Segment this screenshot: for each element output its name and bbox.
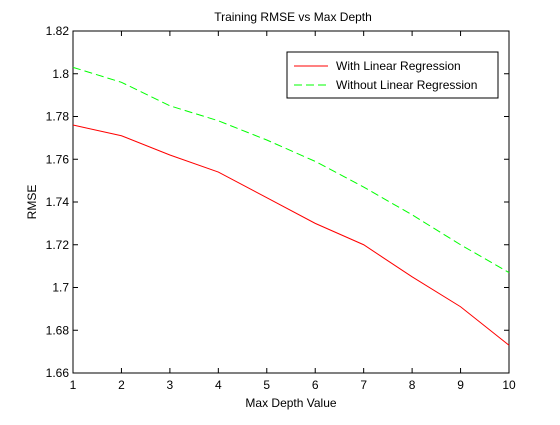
x-tick-label: 1 bbox=[70, 378, 77, 392]
x-tick-label: 2 bbox=[118, 378, 125, 392]
x-tick-label: 9 bbox=[457, 378, 464, 392]
y-tick-label: 1.68 bbox=[46, 323, 70, 337]
series-line-with-linear-regression bbox=[72, 124, 510, 346]
legend-label-with-linear-regression: With Linear Regression bbox=[336, 59, 461, 73]
y-tick-label: 1.66 bbox=[46, 366, 70, 380]
y-tick-label: 1.72 bbox=[46, 238, 70, 252]
y-tick-label: 1.74 bbox=[46, 195, 70, 209]
x-tick-label: 5 bbox=[263, 378, 270, 392]
y-tick-label: 1.78 bbox=[46, 110, 70, 124]
series-line-without-linear-regression bbox=[72, 66, 510, 273]
y-axis-label: RMSE bbox=[25, 185, 39, 220]
y-tick-label: 1.8 bbox=[52, 67, 69, 81]
y-axis: 1.66 1.68 1.7 1.72 1.74 1.76 1.78 1.8 1.82 bbox=[46, 24, 509, 380]
x-tick-label: 10 bbox=[502, 378, 516, 392]
series-layer bbox=[72, 66, 510, 346]
x-tick-label: 4 bbox=[215, 378, 222, 392]
x-tick-label: 3 bbox=[167, 378, 174, 392]
y-tick-label: 1.76 bbox=[46, 152, 70, 166]
x-tick-label: 6 bbox=[312, 378, 319, 392]
legend: With Linear Regression Without Linear Re… bbox=[286, 51, 499, 99]
x-axis-label: Max Depth Value bbox=[245, 396, 336, 410]
x-tick-label: 8 bbox=[409, 378, 416, 392]
legend-label-without-linear-regression: Without Linear Regression bbox=[336, 78, 477, 92]
legend-box bbox=[286, 51, 499, 99]
chart-title: Training RMSE vs Max Depth bbox=[214, 10, 372, 24]
y-tick-label: 1.7 bbox=[52, 281, 69, 295]
x-tick-label: 7 bbox=[360, 378, 367, 392]
x-axis: 1 2 3 4 5 6 7 8 9 10 bbox=[70, 31, 516, 392]
y-tick-label: 1.82 bbox=[46, 24, 70, 38]
